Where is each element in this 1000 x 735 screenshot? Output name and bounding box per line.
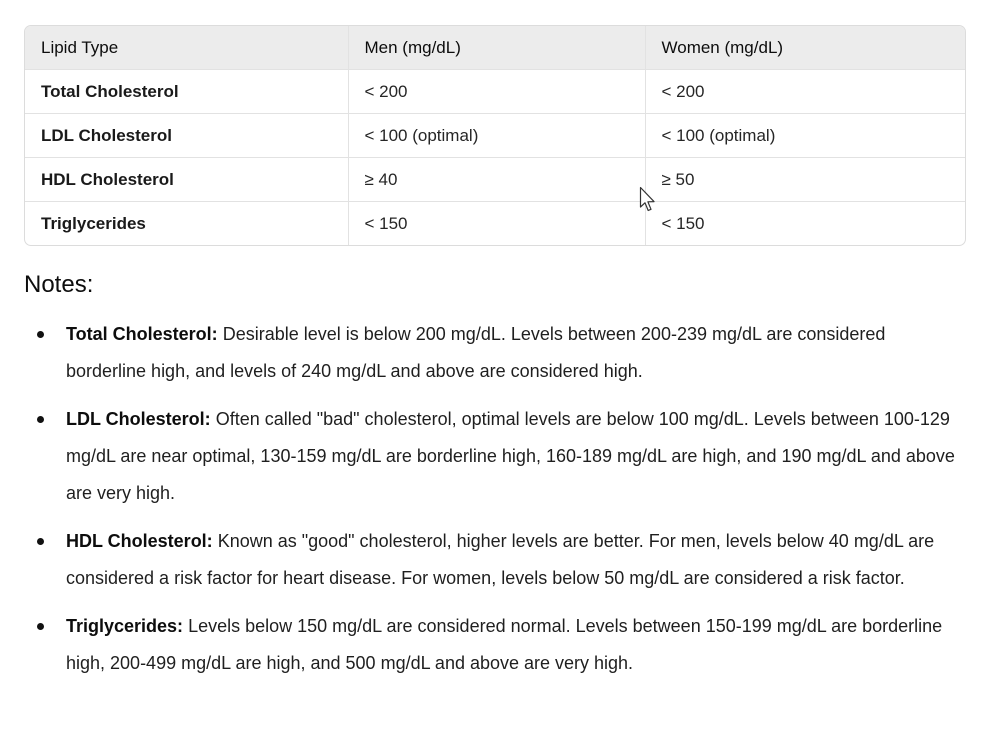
lipid-table-container: Lipid Type Men (mg/dL) Women (mg/dL) Tot…: [24, 25, 966, 246]
bullet-icon: [37, 538, 44, 545]
notes-list: Total Cholesterol: Desirable level is be…: [0, 316, 960, 693]
cell-men-value: < 200: [348, 69, 646, 114]
note-term: HDL Cholesterol:: [66, 531, 213, 551]
bullet-icon: [37, 331, 44, 338]
table-row: Total Cholesterol < 200 < 200: [25, 69, 965, 114]
cell-men-value: < 100 (optimal): [348, 113, 646, 158]
note-text: Known as "good" cholesterol, higher leve…: [66, 531, 935, 588]
list-item: Triglycerides: Levels below 150 mg/dL ar…: [0, 608, 960, 682]
list-item: HDL Cholesterol: Known as "good" cholest…: [0, 523, 960, 597]
table-row: Triglycerides < 150 < 150: [25, 201, 965, 245]
bullet-icon: [37, 623, 44, 630]
header-women: Women (mg/dL): [645, 26, 965, 70]
note-text: Levels below 150 mg/dL are considered no…: [66, 616, 943, 673]
cell-men-value: < 150: [348, 201, 646, 245]
header-lipid-type: Lipid Type: [25, 26, 349, 70]
note-text: Desirable level is below 200 mg/dL. Leve…: [66, 324, 886, 381]
lipid-table: Lipid Type Men (mg/dL) Women (mg/dL) Tot…: [25, 26, 965, 245]
note-term: Triglycerides:: [66, 616, 184, 636]
mouse-pointer-icon: [639, 186, 655, 212]
table-row: LDL Cholesterol < 100 (optimal) < 100 (o…: [25, 113, 965, 158]
header-men: Men (mg/dL): [348, 26, 646, 70]
bullet-icon: [37, 416, 44, 423]
note-term: Total Cholesterol:: [66, 324, 218, 344]
cell-lipid-type: LDL Cholesterol: [25, 113, 349, 158]
cell-lipid-type: Total Cholesterol: [25, 69, 349, 114]
cell-women-value: < 200: [645, 69, 965, 114]
list-item: Total Cholesterol: Desirable level is be…: [0, 316, 960, 390]
cell-lipid-type: HDL Cholesterol: [25, 157, 349, 202]
table-header-row: Lipid Type Men (mg/dL) Women (mg/dL): [25, 26, 965, 70]
cell-women-value: < 150: [661, 213, 705, 233]
cell-women-value: < 100 (optimal): [645, 113, 965, 158]
note-term: LDL Cholesterol:: [66, 409, 211, 429]
cell-men-value: ≥ 40: [348, 157, 646, 202]
table-row: HDL Cholesterol ≥ 40 ≥ 50: [25, 157, 965, 202]
cell-lipid-type: Triglycerides: [25, 201, 349, 245]
cell-women-value: ≥ 50: [645, 157, 965, 202]
notes-heading: Notes:: [24, 271, 94, 298]
note-text: Often called "bad" cholesterol, optimal …: [66, 409, 955, 503]
list-item: LDL Cholesterol: Often called "bad" chol…: [0, 401, 960, 512]
